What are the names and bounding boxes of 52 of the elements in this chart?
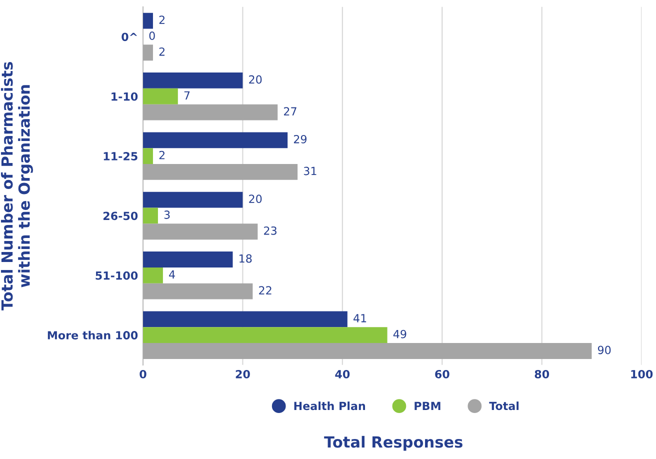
x-axis-title: Total Responses [324,436,462,451]
data-label: 2 [159,16,164,24]
y-tick-label: 0^ [122,32,138,42]
bar [143,311,348,328]
legend-label: Total [489,402,519,410]
data-label: 2 [159,150,164,160]
x-tick-label: 20 [236,370,250,378]
data-label: 22 [259,286,272,294]
y-axis-title: Total Number of Pharmacists within the Organization [0,62,33,310]
data-label: 49 [393,330,406,338]
bar [143,343,592,359]
data-label: 20 [249,75,262,84]
y-tick-label: 1-10 [112,92,138,101]
data-label: 20 [249,194,262,204]
bar [143,148,153,164]
x-tick-label: 0 [140,370,146,378]
bar [143,104,278,120]
data-label: 4 [169,270,175,278]
data-label: 29 [294,134,307,144]
y-tick-label: 51-100 [96,271,138,280]
data-label: 23 [264,226,276,235]
bar [143,192,243,208]
bar [143,164,298,180]
bar [143,44,153,61]
legend-label: PBM [414,402,440,410]
data-label: 3 [164,210,170,219]
data-label: 2 [159,47,164,56]
data-label: 31 [304,166,316,176]
legend-label: Health Plan [294,402,366,410]
x-tick-label: 60 [435,370,450,378]
x-tick-label: 80 [534,370,550,378]
bar [143,72,243,88]
data-label: 18 [240,254,252,263]
data-label: 27 [284,107,296,116]
data-label: 7 [184,91,190,100]
bar [143,208,158,224]
y-tick-label: More than 100 [48,330,138,340]
bar [143,267,163,284]
bar [143,132,288,148]
data-label: 41 [354,314,366,322]
bar [143,224,258,240]
bar [143,88,178,104]
data-label: 90 [598,346,611,354]
bar [143,252,233,268]
bar [143,283,253,300]
x-tick-label: 40 [335,370,350,378]
y-tick-label: 11-25 [104,152,138,160]
data-label: 0 [149,32,155,40]
y-tick-label: 26-50 [103,212,138,220]
bar [143,12,153,29]
bar [143,327,388,344]
x-tick-label: 100 [631,370,653,378]
